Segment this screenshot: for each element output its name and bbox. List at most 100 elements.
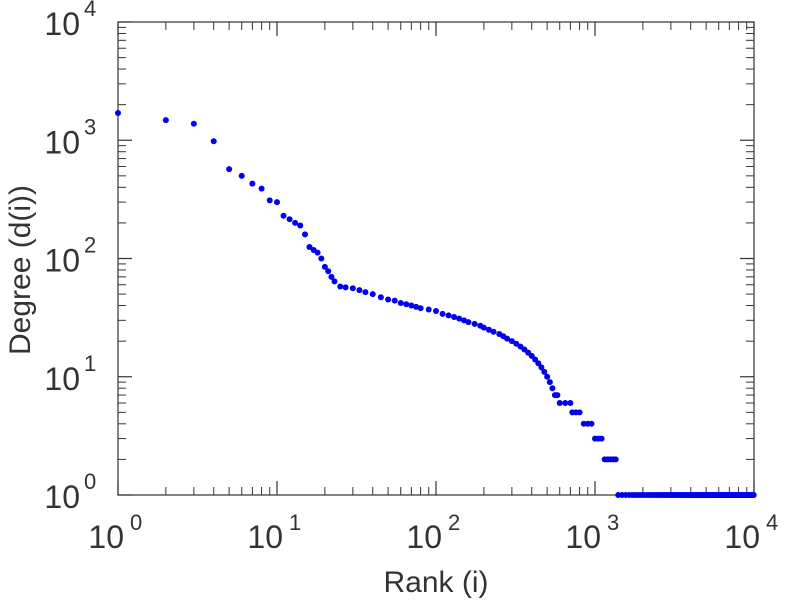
plot-frame: [117, 21, 755, 496]
data-point: [480, 324, 487, 331]
y-tick-base: 10: [44, 6, 80, 42]
data-point: [403, 301, 410, 308]
y-tick-label: 10 0: [44, 469, 96, 515]
data-point: [490, 328, 497, 335]
data-point: [162, 117, 169, 124]
data-point: [115, 109, 121, 116]
y-tick-base: 10: [44, 361, 80, 397]
data-point: [408, 302, 415, 309]
data-point: [417, 305, 424, 312]
data-point: [397, 300, 404, 307]
data-point: [238, 172, 245, 179]
data-point: [301, 231, 308, 238]
y-tick-exponent: 1: [84, 351, 96, 376]
data-point: [391, 297, 398, 304]
data-point: [210, 138, 217, 145]
data-point: [328, 273, 335, 280]
data-point: [280, 212, 287, 219]
data-point: [541, 368, 548, 375]
x-tick-base: 10: [406, 519, 442, 555]
x-tick-exponent: 0: [130, 510, 142, 535]
data-point: [318, 255, 325, 262]
x-tick-exponent: 4: [766, 510, 778, 535]
data-point: [362, 289, 369, 296]
y-tick-exponent: 2: [84, 233, 96, 258]
data-point: [306, 244, 313, 251]
y-tick-label: 10 2: [44, 233, 96, 279]
y-tick-exponent: 4: [84, 0, 96, 21]
data-point: [349, 285, 356, 292]
y-tick-base: 10: [44, 479, 80, 515]
x-tick-base: 10: [724, 519, 760, 555]
x-tick-base: 10: [565, 519, 601, 555]
data-point: [369, 291, 376, 298]
x-tick-exponent: 1: [289, 510, 301, 535]
data-point: [538, 364, 545, 371]
data-point: [337, 283, 344, 290]
x-tick-exponent: 2: [448, 510, 460, 535]
data-point: [750, 492, 757, 498]
x-tick-label: 10 3: [565, 510, 619, 555]
x-tick-base: 10: [88, 519, 124, 555]
data-point: [314, 249, 321, 256]
x-tick-label: 10 0: [88, 510, 142, 555]
data-point: [292, 219, 299, 226]
data-point: [485, 326, 492, 333]
data-point: [356, 287, 363, 294]
data-point: [433, 307, 439, 314]
data-points: [115, 109, 757, 498]
x-axis-label: Rank (i): [383, 566, 488, 599]
y-tick-label: 10 3: [44, 114, 96, 160]
data-point: [554, 392, 561, 399]
y-axis-label: Degree (d(i)): [4, 185, 37, 355]
data-point: [385, 296, 392, 303]
x-tick-exponent: 3: [607, 510, 619, 535]
data-point: [274, 199, 280, 206]
y-tick-base: 10: [44, 124, 80, 160]
data-point: [321, 263, 328, 270]
data-point: [612, 456, 619, 463]
data-point: [562, 399, 569, 406]
data-point: [286, 216, 293, 223]
x-tick-labels: 10 0 10 1 10 2 10 3 10 4: [88, 510, 778, 555]
y-tick-label: 10 4: [44, 0, 96, 42]
data-point: [504, 335, 511, 342]
data-point: [451, 314, 458, 321]
y-tick-base: 10: [44, 243, 80, 279]
data-point: [556, 399, 563, 406]
data-point: [535, 360, 542, 367]
data-point: [377, 294, 384, 301]
y-tick-exponent: 3: [84, 114, 96, 139]
data-point: [425, 306, 432, 313]
data-point: [588, 420, 595, 427]
data-point: [549, 385, 556, 392]
data-point: [297, 222, 304, 229]
data-point: [445, 312, 452, 319]
data-point: [508, 338, 515, 345]
major-ticks: [117, 21, 755, 496]
data-point: [567, 399, 574, 406]
data-point: [266, 197, 273, 204]
data-point: [342, 284, 349, 291]
data-point: [546, 379, 553, 386]
x-tick-label: 10 1: [247, 510, 301, 555]
data-point: [576, 409, 583, 416]
data-point: [598, 435, 605, 442]
data-point: [465, 319, 472, 326]
data-point: [439, 310, 446, 317]
data-point: [190, 120, 197, 127]
data-point: [226, 166, 233, 173]
data-point: [249, 180, 256, 187]
data-point: [325, 268, 332, 275]
x-tick-base: 10: [247, 519, 283, 555]
data-point: [456, 315, 463, 322]
y-tick-label: 10 1: [44, 351, 96, 397]
x-tick-label: 10 4: [724, 510, 778, 555]
data-point: [331, 278, 338, 285]
x-tick-label: 10 2: [406, 510, 460, 555]
minor-ticks: [118, 22, 754, 495]
data-point: [258, 185, 265, 192]
data-point: [544, 373, 551, 380]
